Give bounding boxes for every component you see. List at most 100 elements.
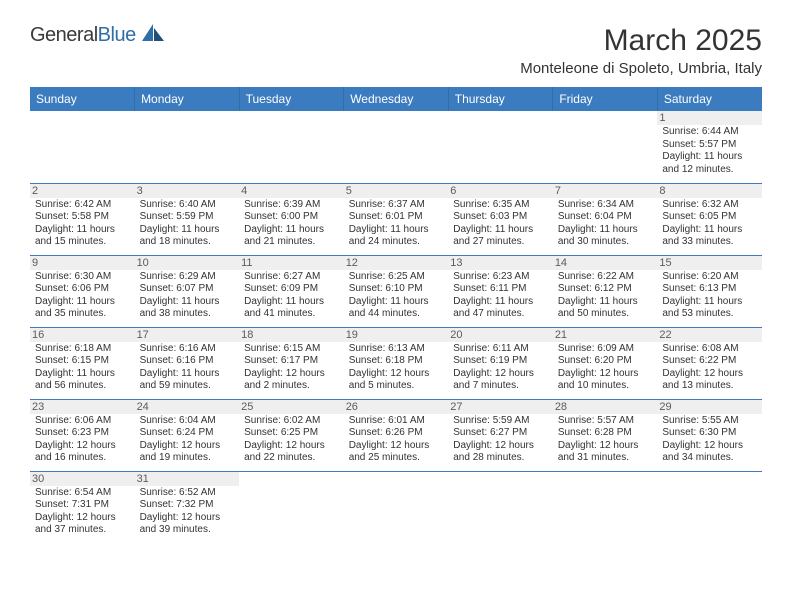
daylight-line1: Daylight: 12 hours — [558, 440, 653, 453]
sunset-text: Sunset: 6:25 PM — [244, 427, 339, 440]
location: Monteleone di Spoleto, Umbria, Italy — [520, 60, 762, 77]
sunrise-text: Sunrise: 6:01 AM — [349, 415, 444, 428]
daylight-line1: Daylight: 12 hours — [349, 368, 444, 381]
day-info: Sunrise: 6:11 AMSunset: 6:19 PMDaylight:… — [453, 343, 548, 393]
sunrise-text: Sunrise: 6:25 AM — [349, 271, 444, 284]
calendar-cell: 30Sunrise: 6:54 AMSunset: 7:31 PMDayligh… — [30, 471, 135, 543]
daylight-line2: and 25 minutes. — [349, 452, 444, 465]
calendar-cell — [553, 111, 658, 183]
sunrise-text: Sunrise: 6:30 AM — [35, 271, 130, 284]
sunset-text: Sunset: 6:03 PM — [453, 211, 548, 224]
calendar-cell — [344, 471, 449, 543]
sunrise-text: Sunrise: 6:08 AM — [662, 343, 757, 356]
day-number: 12 — [344, 256, 449, 270]
sunrise-text: Sunrise: 6:42 AM — [35, 199, 130, 212]
sunrise-text: Sunrise: 6:34 AM — [558, 199, 653, 212]
sunset-text: Sunset: 6:22 PM — [662, 355, 757, 368]
sunrise-text: Sunrise: 5:57 AM — [558, 415, 653, 428]
calendar-week: 23Sunrise: 6:06 AMSunset: 6:23 PMDayligh… — [30, 399, 762, 471]
day-info: Sunrise: 6:35 AMSunset: 6:03 PMDaylight:… — [453, 199, 548, 249]
sunset-text: Sunset: 6:06 PM — [35, 283, 130, 296]
day-number: 4 — [239, 184, 344, 198]
day-number: 16 — [30, 328, 135, 342]
day-info: Sunrise: 6:13 AMSunset: 6:18 PMDaylight:… — [349, 343, 444, 393]
daylight-line1: Daylight: 12 hours — [662, 368, 757, 381]
daylight-line1: Daylight: 12 hours — [453, 368, 548, 381]
daylight-line1: Daylight: 12 hours — [35, 512, 130, 525]
day-number: 21 — [553, 328, 658, 342]
day-info: Sunrise: 6:40 AMSunset: 5:59 PMDaylight:… — [140, 199, 235, 249]
sunset-text: Sunset: 6:12 PM — [558, 283, 653, 296]
calendar-cell — [30, 111, 135, 183]
daylight-line1: Daylight: 11 hours — [140, 368, 235, 381]
daylight-line2: and 50 minutes. — [558, 308, 653, 321]
weekday-monday: Monday — [135, 87, 240, 111]
daylight-line2: and 44 minutes. — [349, 308, 444, 321]
calendar-cell — [239, 111, 344, 183]
daylight-line2: and 2 minutes. — [244, 380, 339, 393]
day-info: Sunrise: 6:02 AMSunset: 6:25 PMDaylight:… — [244, 415, 339, 465]
calendar-cell — [135, 111, 240, 183]
day-info: Sunrise: 6:30 AMSunset: 6:06 PMDaylight:… — [35, 271, 130, 321]
daylight-line1: Daylight: 11 hours — [558, 224, 653, 237]
sunrise-text: Sunrise: 6:13 AM — [349, 343, 444, 356]
daylight-line1: Daylight: 12 hours — [662, 440, 757, 453]
day-number: 30 — [30, 472, 135, 486]
day-info: Sunrise: 5:55 AMSunset: 6:30 PMDaylight:… — [662, 415, 757, 465]
day-number: 20 — [448, 328, 553, 342]
sunrise-text: Sunrise: 6:44 AM — [662, 126, 757, 139]
calendar-cell — [448, 111, 553, 183]
sunrise-text: Sunrise: 6:54 AM — [35, 487, 130, 500]
sunrise-text: Sunrise: 6:39 AM — [244, 199, 339, 212]
logo-word1: General — [30, 24, 98, 46]
sunrise-text: Sunrise: 6:04 AM — [140, 415, 235, 428]
daylight-line2: and 7 minutes. — [453, 380, 548, 393]
calendar-cell: 10Sunrise: 6:29 AMSunset: 6:07 PMDayligh… — [135, 255, 240, 327]
sunset-text: Sunset: 7:32 PM — [140, 499, 235, 512]
calendar-page: GeneralBlue March 2025 Monteleone di Spo… — [0, 0, 792, 543]
weekday-wednesday: Wednesday — [344, 87, 449, 111]
daylight-line2: and 41 minutes. — [244, 308, 339, 321]
calendar-cell: 4Sunrise: 6:39 AMSunset: 6:00 PMDaylight… — [239, 183, 344, 255]
daylight-line2: and 47 minutes. — [453, 308, 548, 321]
calendar-cell: 29Sunrise: 5:55 AMSunset: 6:30 PMDayligh… — [657, 399, 762, 471]
day-info: Sunrise: 5:59 AMSunset: 6:27 PMDaylight:… — [453, 415, 548, 465]
daylight-line1: Daylight: 12 hours — [140, 512, 235, 525]
sunrise-text: Sunrise: 6:15 AM — [244, 343, 339, 356]
calendar-cell: 21Sunrise: 6:09 AMSunset: 6:20 PMDayligh… — [553, 327, 658, 399]
sunset-text: Sunset: 6:28 PM — [558, 427, 653, 440]
daylight-line1: Daylight: 11 hours — [662, 151, 757, 164]
day-number: 1 — [657, 111, 762, 125]
day-number: 26 — [344, 400, 449, 414]
sunrise-text: Sunrise: 6:09 AM — [558, 343, 653, 356]
day-info: Sunrise: 6:20 AMSunset: 6:13 PMDaylight:… — [662, 271, 757, 321]
daylight-line2: and 5 minutes. — [349, 380, 444, 393]
day-info: Sunrise: 6:54 AMSunset: 7:31 PMDaylight:… — [35, 487, 130, 537]
sunrise-text: Sunrise: 6:40 AM — [140, 199, 235, 212]
logo-word2: Blue — [98, 24, 136, 46]
sunrise-text: Sunrise: 6:18 AM — [35, 343, 130, 356]
calendar-cell: 18Sunrise: 6:15 AMSunset: 6:17 PMDayligh… — [239, 327, 344, 399]
calendar-cell: 12Sunrise: 6:25 AMSunset: 6:10 PMDayligh… — [344, 255, 449, 327]
sunset-text: Sunset: 6:15 PM — [35, 355, 130, 368]
sunrise-text: Sunrise: 6:11 AM — [453, 343, 548, 356]
calendar-cell: 17Sunrise: 6:16 AMSunset: 6:16 PMDayligh… — [135, 327, 240, 399]
day-number: 6 — [448, 184, 553, 198]
calendar-cell — [448, 471, 553, 543]
daylight-line1: Daylight: 11 hours — [558, 296, 653, 309]
daylight-line1: Daylight: 12 hours — [35, 440, 130, 453]
sunset-text: Sunset: 6:11 PM — [453, 283, 548, 296]
sunset-text: Sunset: 6:23 PM — [35, 427, 130, 440]
day-info: Sunrise: 6:34 AMSunset: 6:04 PMDaylight:… — [558, 199, 653, 249]
sunset-text: Sunset: 6:05 PM — [662, 211, 757, 224]
sunrise-text: Sunrise: 6:35 AM — [453, 199, 548, 212]
calendar-cell: 25Sunrise: 6:02 AMSunset: 6:25 PMDayligh… — [239, 399, 344, 471]
calendar-cell: 2Sunrise: 6:42 AMSunset: 5:58 PMDaylight… — [30, 183, 135, 255]
title-block: March 2025 Monteleone di Spoleto, Umbria… — [520, 24, 762, 77]
sunset-text: Sunset: 6:26 PM — [349, 427, 444, 440]
day-number: 19 — [344, 328, 449, 342]
weekday-friday: Friday — [553, 87, 658, 111]
calendar-cell: 22Sunrise: 6:08 AMSunset: 6:22 PMDayligh… — [657, 327, 762, 399]
daylight-line2: and 27 minutes. — [453, 236, 548, 249]
sunrise-text: Sunrise: 6:02 AM — [244, 415, 339, 428]
